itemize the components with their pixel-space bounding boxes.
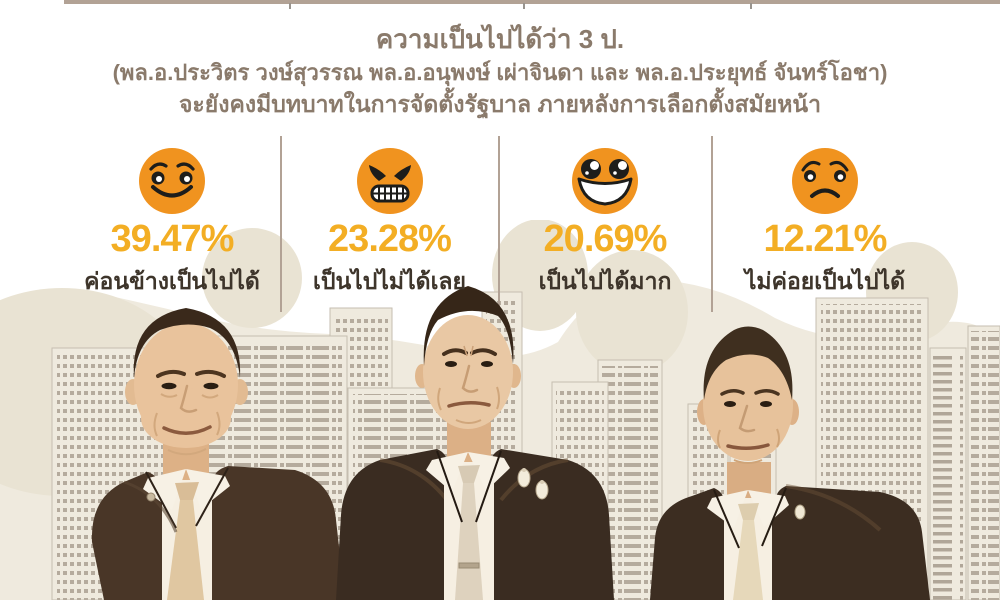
portraits-three-generals: [91, 286, 930, 600]
poll-question: ความเป็นไปได้ว่า 3 ป. (พล.อ.ประวิตร วงษ์…: [0, 22, 1000, 119]
result-col-2: 23.28% เป็นไปไม่ได้เลย: [281, 146, 498, 294]
smiling-face-icon: [139, 148, 205, 214]
percent-value: 39.47%: [110, 218, 235, 260]
top-rule-tick: [750, 3, 752, 9]
lapel-pin: [794, 504, 806, 520]
result-col-4: 12.21% ไม่ค่อยเป็นไปได้: [712, 146, 938, 294]
building: [929, 347, 967, 600]
grinning-face-icon: [572, 148, 638, 214]
answer-label: ไม่ค่อยเป็นไปได้: [744, 268, 906, 294]
top-rule-tick: [523, 3, 525, 9]
lapel-pin: [146, 492, 156, 502]
building: [967, 325, 1000, 600]
poll-question-line2: (พล.อ.ประวิตร วงษ์สุวรรณ พล.อ.อนุพงษ์ เผ…: [112, 60, 888, 85]
answer-label: เป็นไปไม่ได้เลย: [312, 268, 466, 294]
poll-question-line1: ความเป็นไปได้ว่า 3 ป.: [375, 24, 625, 54]
portrait-prayut: [336, 286, 614, 600]
top-rule-tick: [289, 3, 291, 9]
result-col-3: 20.69% เป็นไปได้มาก: [499, 146, 711, 294]
column-divider: [498, 136, 500, 312]
angry-gritted-teeth-face-icon: [356, 148, 423, 214]
column-divider: [280, 136, 282, 312]
chest-badges: [517, 468, 549, 500]
worried-face-icon: [792, 148, 858, 214]
percent-value: 23.28%: [328, 218, 452, 260]
column-divider: [711, 136, 713, 312]
percent-value: 12.21%: [763, 218, 888, 260]
poll-question-line3: จะยังคงมีบทบาทในการจัดตั้งรัฐบาล ภายหลัง…: [178, 91, 822, 117]
answer-label: ค่อนข้างเป็นไปได้: [84, 268, 260, 294]
portrait-anupong: [650, 326, 930, 600]
top-rule: [64, 0, 1000, 9]
answer-label: เป็นไปได้มาก: [538, 268, 672, 294]
result-col-1: 39.47% ค่อนข้างเป็นไปได้: [63, 146, 281, 294]
percent-value: 20.69%: [543, 218, 668, 260]
portrait-prawit: [91, 308, 345, 600]
